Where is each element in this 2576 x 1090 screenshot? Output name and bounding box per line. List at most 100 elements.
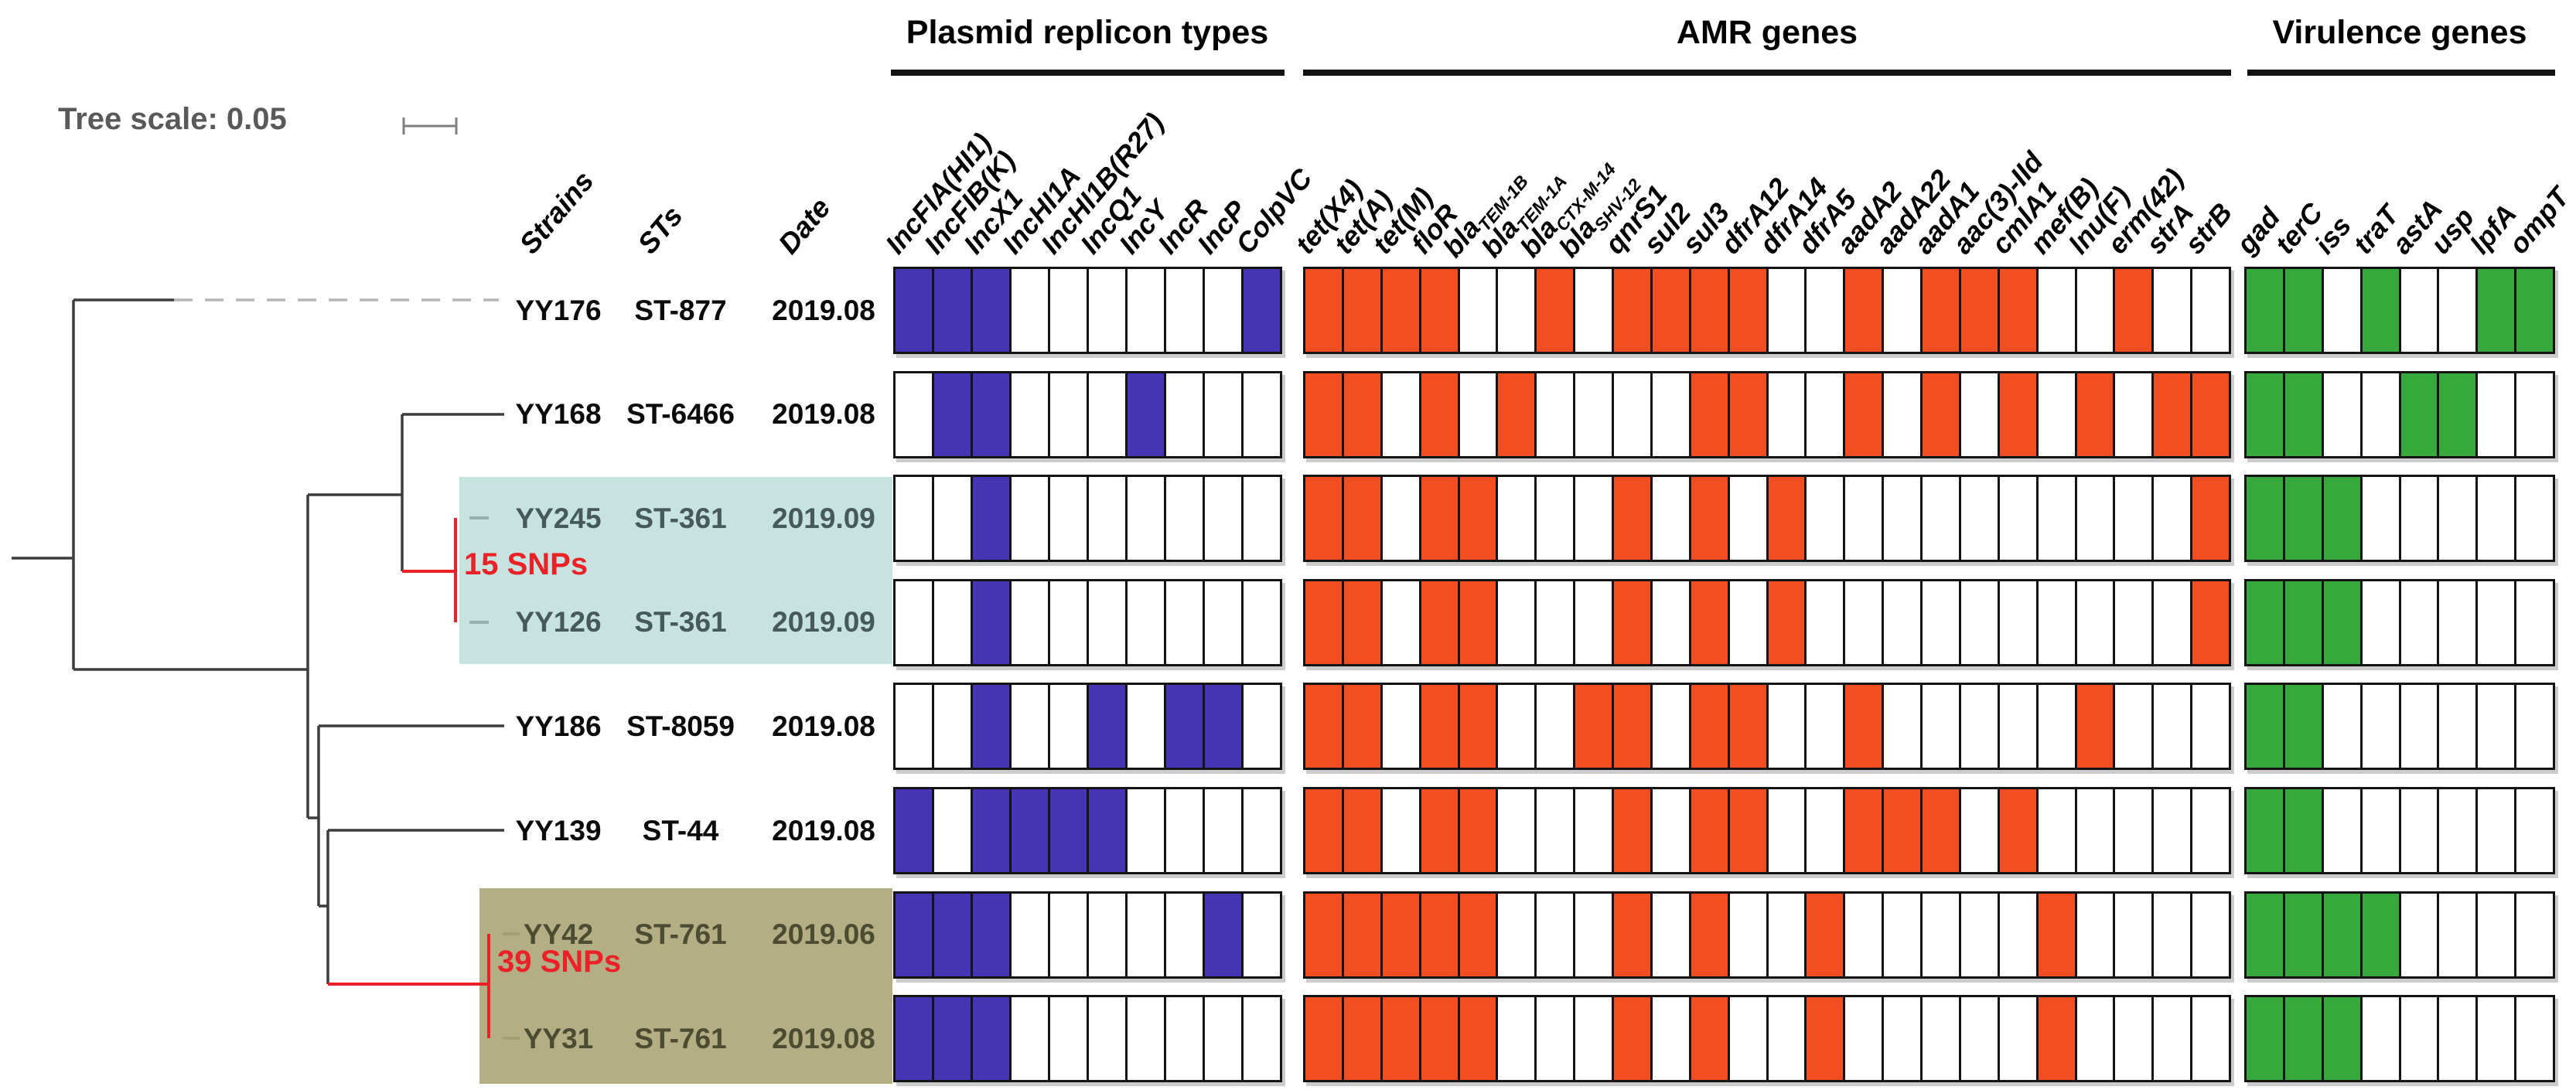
matrix-cell <box>1457 893 1496 976</box>
matrix-cell <box>1305 685 1342 768</box>
matrix-cell <box>2074 581 2114 664</box>
matrix-band-YY245-virulence <box>2244 475 2555 563</box>
matrix-cell <box>1804 893 1844 976</box>
matrix-cell <box>2074 685 2114 768</box>
matrix-band-YY31-amr <box>1303 995 2231 1083</box>
matrix-cell <box>1241 477 1280 560</box>
matrix-cell <box>2514 581 2553 664</box>
matrix-cell <box>1048 477 1087 560</box>
matrix-cell <box>1305 893 1342 976</box>
matrix-cell <box>1688 997 1728 1081</box>
matrix-cell <box>1457 581 1496 664</box>
matrix-cell <box>1241 789 1280 872</box>
row-date-label-YY126: 2019.09 <box>772 606 875 639</box>
matrix-cell <box>2035 997 2075 1081</box>
matrix-cell <box>1087 373 1125 456</box>
matrix-cell <box>2475 789 2515 872</box>
matrix-cell <box>1380 581 1419 664</box>
matrix-cell <box>1997 893 2036 976</box>
matrix-cell <box>932 373 971 456</box>
matrix-cell <box>1048 685 1087 768</box>
matrix-cell <box>2398 477 2438 560</box>
matrix-cell <box>1804 373 1844 456</box>
matrix-cell <box>2247 581 2283 664</box>
matrix-cell <box>896 893 932 976</box>
matrix-cell <box>1882 581 1920 664</box>
matrix-cell <box>971 269 1009 352</box>
matrix-cell <box>1534 893 1574 976</box>
matrix-cell <box>932 581 971 664</box>
matrix-cell <box>2514 269 2553 352</box>
matrix-cell <box>932 269 971 352</box>
matrix-cell <box>2074 373 2114 456</box>
matrix-cell <box>1766 893 1805 976</box>
matrix-cell <box>1009 269 1048 352</box>
matrix-cell <box>1534 477 1574 560</box>
matrix-cell <box>2359 789 2399 872</box>
matrix-cell <box>2398 685 2438 768</box>
matrix-cell <box>2247 997 2283 1081</box>
matrix-cell <box>1305 997 1342 1081</box>
matrix-cell <box>1496 373 1535 456</box>
matrix-cell <box>2321 581 2360 664</box>
matrix-cell <box>1164 893 1203 976</box>
matrix-cell <box>896 477 932 560</box>
matrix-cell <box>1727 997 1766 1081</box>
matrix-cell <box>2035 373 2075 456</box>
matrix-cell <box>1341 477 1380 560</box>
matrix-cell <box>1650 581 1689 664</box>
matrix-band-YY126-virulence <box>2244 578 2555 666</box>
row-strain-label-YY42: YY42 <box>523 918 594 951</box>
matrix-cell <box>896 685 932 768</box>
matrix-cell <box>1241 373 1280 456</box>
matrix-cell <box>2190 893 2229 976</box>
matrix-cell <box>2437 893 2476 976</box>
matrix-cell <box>1418 997 1458 1081</box>
matrix-cell <box>1164 997 1203 1081</box>
matrix-cell <box>2359 997 2399 1081</box>
matrix-cell <box>1164 789 1203 872</box>
row-date-label-YY186: 2019.08 <box>772 710 875 742</box>
snp-annotation-39: 39 SNPs <box>497 945 622 979</box>
matrix-band-YY42-virulence <box>2244 891 2555 979</box>
matrix-band-YY186-plasmid <box>893 683 1282 771</box>
matrix-cell <box>1009 581 1048 664</box>
matrix-cell <box>1305 581 1342 664</box>
row-date-label-YY139: 2019.08 <box>772 814 875 846</box>
matrix-cell <box>2074 997 2114 1081</box>
matrix-cell <box>1766 269 1805 352</box>
matrix-cell <box>1457 477 1496 560</box>
matrix-cell <box>2282 997 2322 1081</box>
matrix-cell <box>2247 477 2283 560</box>
matrix-cell <box>1125 581 1164 664</box>
matrix-cell <box>1804 997 1844 1081</box>
section-title-amr: AMR genes <box>1676 14 1858 51</box>
matrix-cell <box>2151 373 2191 456</box>
matrix-cell <box>1341 789 1380 872</box>
section-underline-virulence <box>2247 70 2555 76</box>
matrix-cell <box>2514 477 2553 560</box>
matrix-cell <box>2437 581 2476 664</box>
matrix-cell <box>1612 581 1650 664</box>
row-strain-label-YY126: YY126 <box>515 606 602 639</box>
matrix-cell <box>1534 789 1574 872</box>
row-date-label-YY31: 2019.08 <box>772 1022 875 1054</box>
matrix-cell <box>1305 789 1342 872</box>
matrix-cell <box>2359 269 2399 352</box>
matrix-cell <box>1688 373 1728 456</box>
matrix-cell <box>1341 581 1380 664</box>
matrix-band-YY186-virulence <box>2244 683 2555 771</box>
matrix-cell <box>1164 373 1203 456</box>
matrix-cell <box>1009 893 1048 976</box>
matrix-cell <box>1688 269 1728 352</box>
matrix-cell <box>1958 581 1998 664</box>
section-title-virulence: Virulence genes <box>2272 14 2527 51</box>
matrix-cell <box>1534 997 1574 1081</box>
matrix-cell <box>2321 893 2360 976</box>
matrix-cell <box>1125 685 1164 768</box>
matrix-cell <box>2514 997 2553 1081</box>
matrix-cell <box>1920 477 1959 560</box>
matrix-cell <box>1727 373 1766 456</box>
matrix-cell <box>1418 581 1458 664</box>
